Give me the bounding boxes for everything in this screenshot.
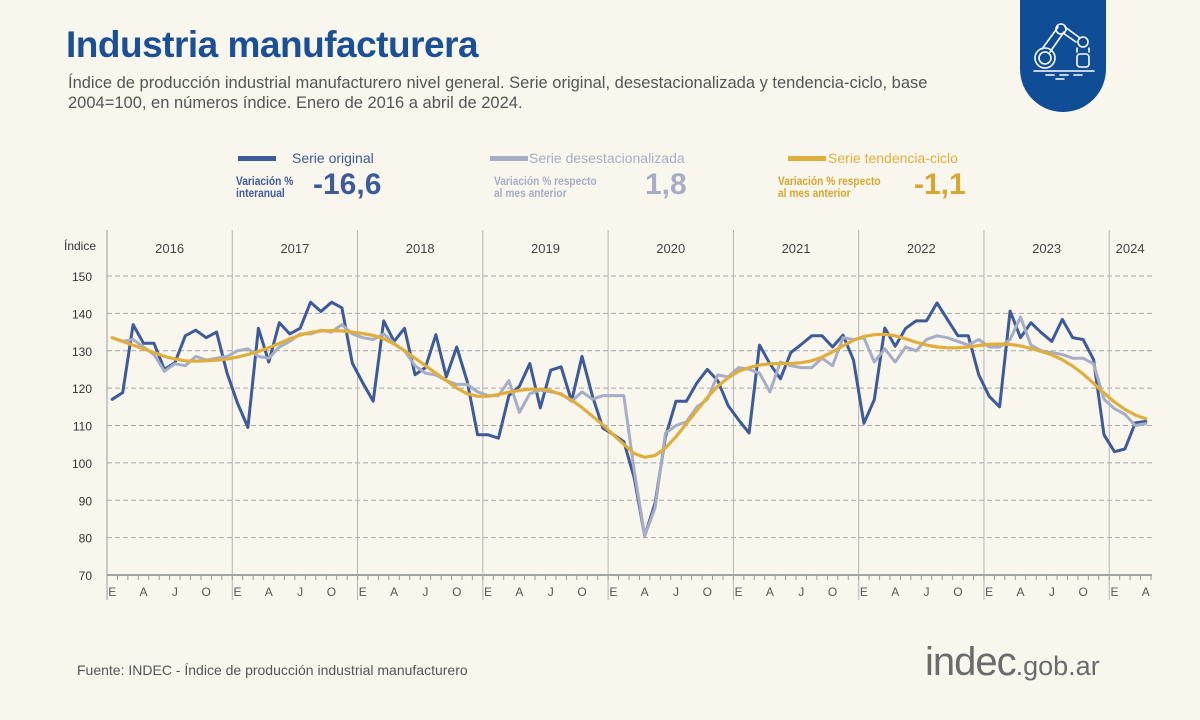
legend-value: -1,1 xyxy=(914,168,966,201)
y-tick-label: 150 xyxy=(72,270,92,284)
y-tick-label: 100 xyxy=(72,457,92,471)
legend-value: 1,8 xyxy=(645,168,687,201)
month-label: A xyxy=(1142,585,1150,599)
legend-label: Serie tendencia-ciclo xyxy=(828,150,958,166)
month-label: O xyxy=(452,585,461,599)
month-label: A xyxy=(1016,585,1024,599)
year-label: 2021 xyxy=(782,241,811,256)
month-label: E xyxy=(484,585,492,599)
y-tick-label: 70 xyxy=(79,569,93,583)
month-label: O xyxy=(327,585,336,599)
month-label: O xyxy=(1078,585,1087,599)
legend-sub-1: Variación % respecto xyxy=(778,174,881,188)
month-label: A xyxy=(390,585,398,599)
legend-sub-2: al mes anterior xyxy=(778,186,851,200)
year-label: 2020 xyxy=(656,241,685,256)
y-tick-label: 120 xyxy=(72,382,92,396)
year-label: 2019 xyxy=(531,241,560,256)
month-label: E xyxy=(233,585,241,599)
month-label: E xyxy=(985,585,993,599)
legend-swatch-tendencia xyxy=(788,156,826,161)
y-tick-label: 90 xyxy=(79,494,93,508)
month-label: E xyxy=(359,585,367,599)
series-line-original xyxy=(110,300,1148,538)
year-label: 2016 xyxy=(155,241,184,256)
legend-label: Serie original xyxy=(292,150,374,166)
month-label: E xyxy=(735,585,743,599)
month-label: J xyxy=(422,585,428,599)
y-tick-label: 140 xyxy=(72,307,92,321)
month-label: A xyxy=(265,585,273,599)
month-label: A xyxy=(515,585,523,599)
y-axis-label: Índice xyxy=(64,238,96,253)
page-title: Industria manufacturera xyxy=(66,24,479,65)
legend-swatch-original xyxy=(238,156,276,161)
month-label: E xyxy=(108,585,116,599)
month-label: A xyxy=(766,585,774,599)
month-label: J xyxy=(924,585,930,599)
month-label: J xyxy=(172,585,178,599)
series-line-tendencia-ciclo xyxy=(110,329,1148,459)
month-label: J xyxy=(548,585,554,599)
indec-logo: indec.gob.ar xyxy=(925,640,1100,685)
month-label: J xyxy=(1049,585,1055,599)
month-label: O xyxy=(703,585,712,599)
year-label: 2023 xyxy=(1032,241,1061,256)
month-label: E xyxy=(860,585,868,599)
month-label: A xyxy=(641,585,649,599)
year-label: 2018 xyxy=(406,241,435,256)
month-label: J xyxy=(673,585,679,599)
month-label: A xyxy=(891,585,899,599)
month-label: O xyxy=(828,585,837,599)
y-tick-label: 80 xyxy=(79,532,93,546)
month-label: A xyxy=(140,585,148,599)
y-tick-label: 110 xyxy=(73,420,92,434)
robot-arm-icon xyxy=(1033,23,1095,80)
month-label: E xyxy=(609,585,617,599)
legend-swatch-desestacionalizada xyxy=(490,156,528,161)
year-label: 2024 xyxy=(1116,241,1145,256)
legend-sub-2: interanual xyxy=(236,186,285,200)
month-label: O xyxy=(202,585,211,599)
legend-label: Serie desestacionalizada xyxy=(529,150,685,166)
month-label: J xyxy=(297,585,303,599)
y-tick-label: 130 xyxy=(72,345,92,359)
brand-main: indec xyxy=(925,640,1017,684)
legend-sub-1: Variación % respecto xyxy=(494,174,597,188)
industry-badge xyxy=(1020,0,1106,112)
source-note: Fuente: INDEC - Índice de producción ind… xyxy=(77,662,468,678)
month-label: O xyxy=(577,585,586,599)
legend-sub-2: al mes anterior xyxy=(494,186,567,200)
month-label: O xyxy=(953,585,962,599)
legend-sub-1: Variación % xyxy=(236,174,294,188)
month-label: E xyxy=(1110,585,1118,599)
page-subtitle: Índice de producción industrial manufact… xyxy=(68,74,928,112)
legend-value: -16,6 xyxy=(313,168,382,201)
year-label: 2022 xyxy=(907,241,936,256)
series-line-desestacionalizada xyxy=(110,315,1148,538)
brand-suffix: .gob.ar xyxy=(1015,651,1100,681)
year-label: 2017 xyxy=(280,241,309,256)
month-label: J xyxy=(798,585,804,599)
